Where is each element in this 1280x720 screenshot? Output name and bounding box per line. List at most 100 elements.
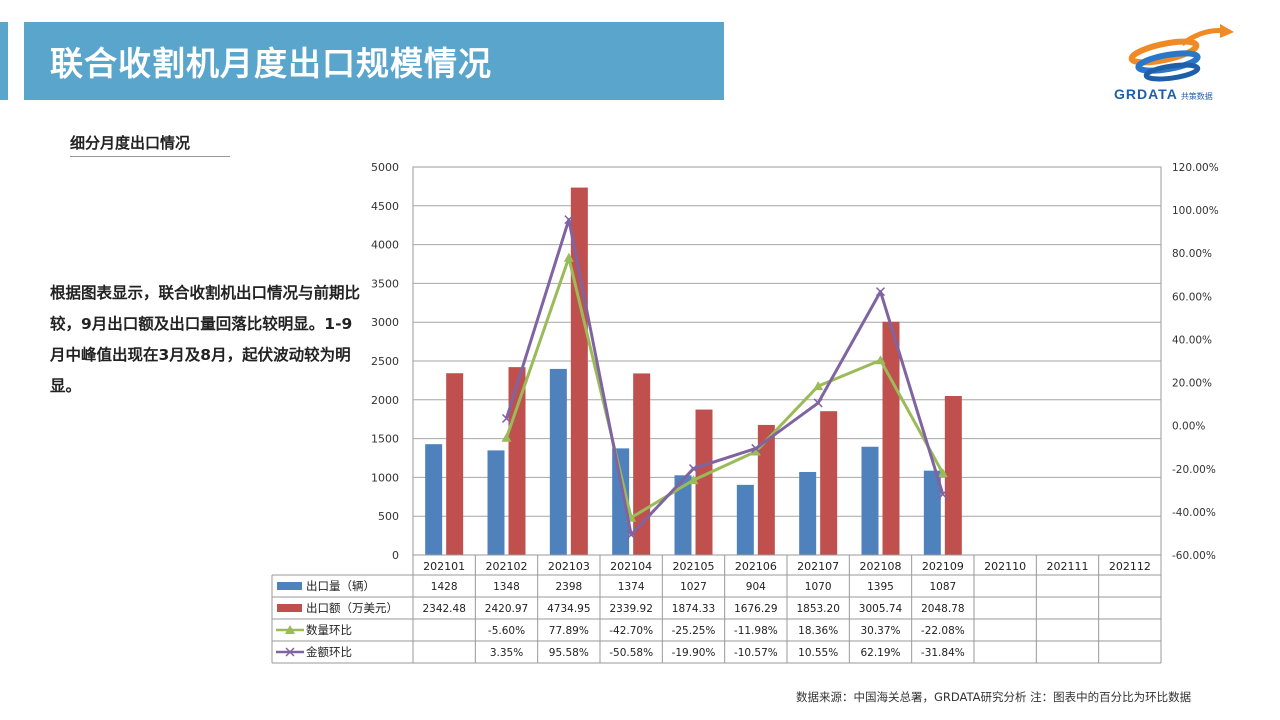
x-tick-label: 202101 (423, 560, 465, 573)
table-value: 1348 (493, 581, 520, 593)
y-left-tick-label: 4000 (371, 239, 399, 252)
marker-x (501, 413, 512, 423)
marker-triangle (813, 381, 824, 391)
bar-export-volume (612, 448, 630, 555)
x-tick-label: 202109 (922, 560, 964, 573)
marker-x (688, 464, 699, 474)
y-right-tick-label: 60.00% (1172, 291, 1212, 303)
marker-x (938, 489, 948, 499)
table-value: 62.19% (860, 647, 900, 659)
title-bar: 联合收割机月度出口规模情况 (24, 22, 724, 100)
table-value: 3005.74 (859, 603, 903, 615)
table-value: 77.89% (549, 625, 589, 637)
x-tick-label: 202108 (860, 560, 902, 573)
y-left-tick-label: 1000 (371, 471, 399, 484)
legend-label: 出口额（万美元） (306, 601, 398, 615)
marker-x (751, 443, 761, 453)
bar-export-volume (487, 450, 505, 555)
y-right-tick-label: 0.00% (1172, 421, 1205, 433)
x-tick-label: 202112 (1109, 560, 1151, 573)
table-value: 3.35% (490, 647, 523, 659)
table-value: 30.37% (860, 625, 900, 637)
marker-triangle (563, 252, 574, 262)
legend-key-bar (277, 582, 302, 590)
x-tick-label: 202106 (735, 560, 777, 573)
table-value: 1027 (680, 581, 707, 593)
bar-export-volume (549, 368, 567, 555)
table-value: 4734.95 (547, 603, 590, 615)
y-left-tick-label: 2000 (371, 394, 399, 407)
legend-key-x (285, 647, 295, 657)
legend-label: 出口量（辆） (306, 579, 375, 593)
table-value: 2398 (555, 581, 582, 593)
table-value: 1087 (929, 581, 956, 593)
bar-export-volume (799, 471, 817, 555)
table-value: -22.08% (921, 625, 965, 637)
marker-x (813, 398, 823, 408)
bar-export-value (944, 396, 962, 555)
y-right-tick-label: 40.00% (1172, 334, 1212, 346)
table-value: 18.36% (798, 625, 838, 637)
table-value: 1853.20 (796, 603, 839, 615)
description-text: 根据图表显示，联合收割机出口情况与前期比较，9月出口额及出口量回落比较明显。1-… (50, 284, 361, 395)
table-value: -11.98% (734, 625, 778, 637)
table-value: 2342.48 (422, 603, 465, 615)
y-right-tick-label: -40.00% (1172, 507, 1216, 519)
table-value: -25.25% (672, 625, 716, 637)
table-value: 1874.33 (672, 603, 715, 615)
bar-export-value (695, 409, 713, 555)
line-value-mom (505, 218, 945, 537)
marker-x (564, 215, 574, 225)
y-left-tick-label: 4500 (371, 200, 399, 213)
title-accent-strip (0, 22, 8, 100)
legend-key-triangle (285, 625, 295, 634)
table-value: -5.60% (488, 625, 525, 637)
line-volume-mom (505, 256, 945, 520)
table-value: 2339.92 (609, 603, 652, 615)
bar-export-volume (425, 444, 443, 555)
bar-export-volume (861, 446, 879, 555)
marker-x (626, 530, 636, 540)
y-right-tick-label: -60.00% (1172, 550, 1216, 562)
globe-swoosh-logo (1128, 24, 1234, 82)
bar-export-value (882, 321, 900, 555)
y-left-tick-label: 3000 (371, 316, 399, 329)
y-left-tick-label: 2500 (371, 355, 399, 368)
marker-triangle (501, 432, 512, 442)
table-value: 904 (746, 581, 766, 593)
y-right-tick-label: 80.00% (1172, 248, 1212, 260)
x-tick-label: 202110 (984, 560, 1026, 573)
bar-export-value (446, 373, 464, 555)
y-right-tick-label: 100.00% (1172, 205, 1219, 217)
y-left-tick-label: 1500 (371, 433, 399, 446)
y-left-tick-label: 500 (378, 510, 399, 523)
bar-export-value (757, 424, 775, 555)
x-tick-label: 202102 (486, 560, 528, 573)
table-value: 1070 (805, 581, 832, 593)
table-value: -42.70% (609, 625, 653, 637)
marker-triangle (688, 475, 699, 485)
table-value: -19.90% (672, 647, 716, 659)
chart-subtitle: 细分月度出口情况 (70, 132, 230, 157)
table-value: 95.58% (549, 647, 589, 659)
y-right-tick-label: 20.00% (1172, 378, 1212, 390)
marker-triangle (875, 355, 886, 365)
table-value: 1374 (618, 581, 645, 593)
y-left-tick-label: 3500 (371, 277, 399, 290)
marker-triangle (937, 468, 948, 478)
legend-label: 金额环比 (306, 645, 352, 659)
table-value: -31.84% (921, 647, 965, 659)
y-right-tick-label: -20.00% (1172, 464, 1216, 476)
logo-text: GRDATA 共策数据 (1114, 86, 1213, 102)
x-tick-label: 202104 (610, 560, 652, 573)
legend-label: 数量环比 (306, 623, 352, 637)
table-value: -50.58% (609, 647, 653, 659)
x-tick-label: 202111 (1047, 560, 1089, 573)
y-left-tick-label: 5000 (371, 161, 399, 174)
table-value: 2420.97 (485, 603, 528, 615)
bar-export-volume (736, 484, 754, 555)
table-value: 1395 (867, 581, 894, 593)
marker-triangle (750, 446, 761, 456)
table-value: 10.55% (798, 647, 838, 659)
